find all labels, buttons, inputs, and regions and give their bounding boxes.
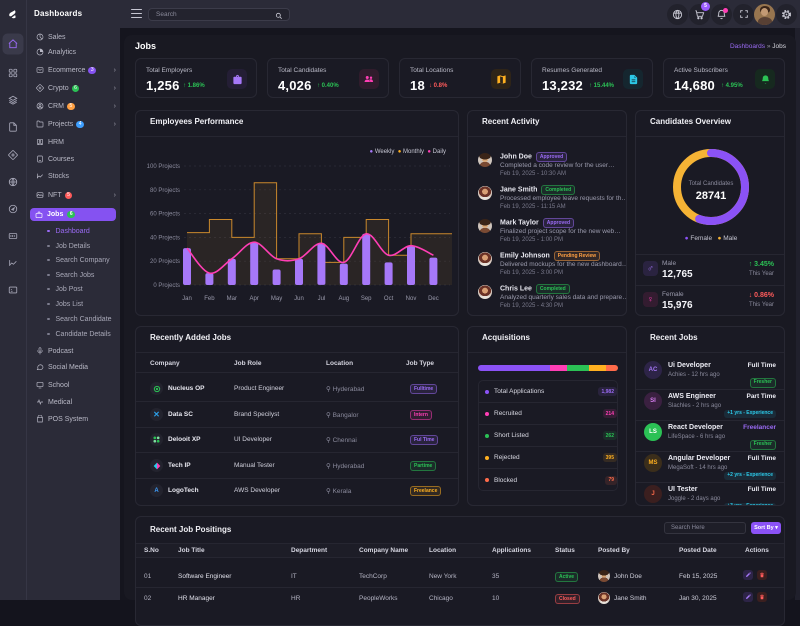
svg-text:20 Projects: 20 Projects — [150, 259, 180, 265]
svg-text:60 Projects: 60 Projects — [150, 212, 180, 218]
svg-text:Feb: Feb — [204, 296, 215, 302]
svg-text:40 Projects: 40 Projects — [150, 235, 180, 241]
svg-text:0 Projects: 0 Projects — [153, 283, 180, 289]
svg-text:Jun: Jun — [294, 296, 304, 302]
svg-text:80 Projects: 80 Projects — [150, 188, 180, 194]
svg-text:Nov: Nov — [406, 296, 417, 302]
svg-text:Dec: Dec — [428, 296, 439, 302]
svg-text:Apr: Apr — [250, 296, 259, 302]
svg-text:Sep: Sep — [361, 296, 372, 302]
svg-text:Aug: Aug — [338, 296, 349, 302]
svg-text:Jan: Jan — [182, 296, 192, 302]
svg-text:Mar: Mar — [227, 296, 237, 302]
svg-text:100 Projects: 100 Projects — [147, 164, 180, 170]
svg-text:May: May — [271, 296, 282, 302]
svg-text:Jul: Jul — [318, 296, 326, 302]
svg-text:Oct: Oct — [384, 296, 394, 302]
